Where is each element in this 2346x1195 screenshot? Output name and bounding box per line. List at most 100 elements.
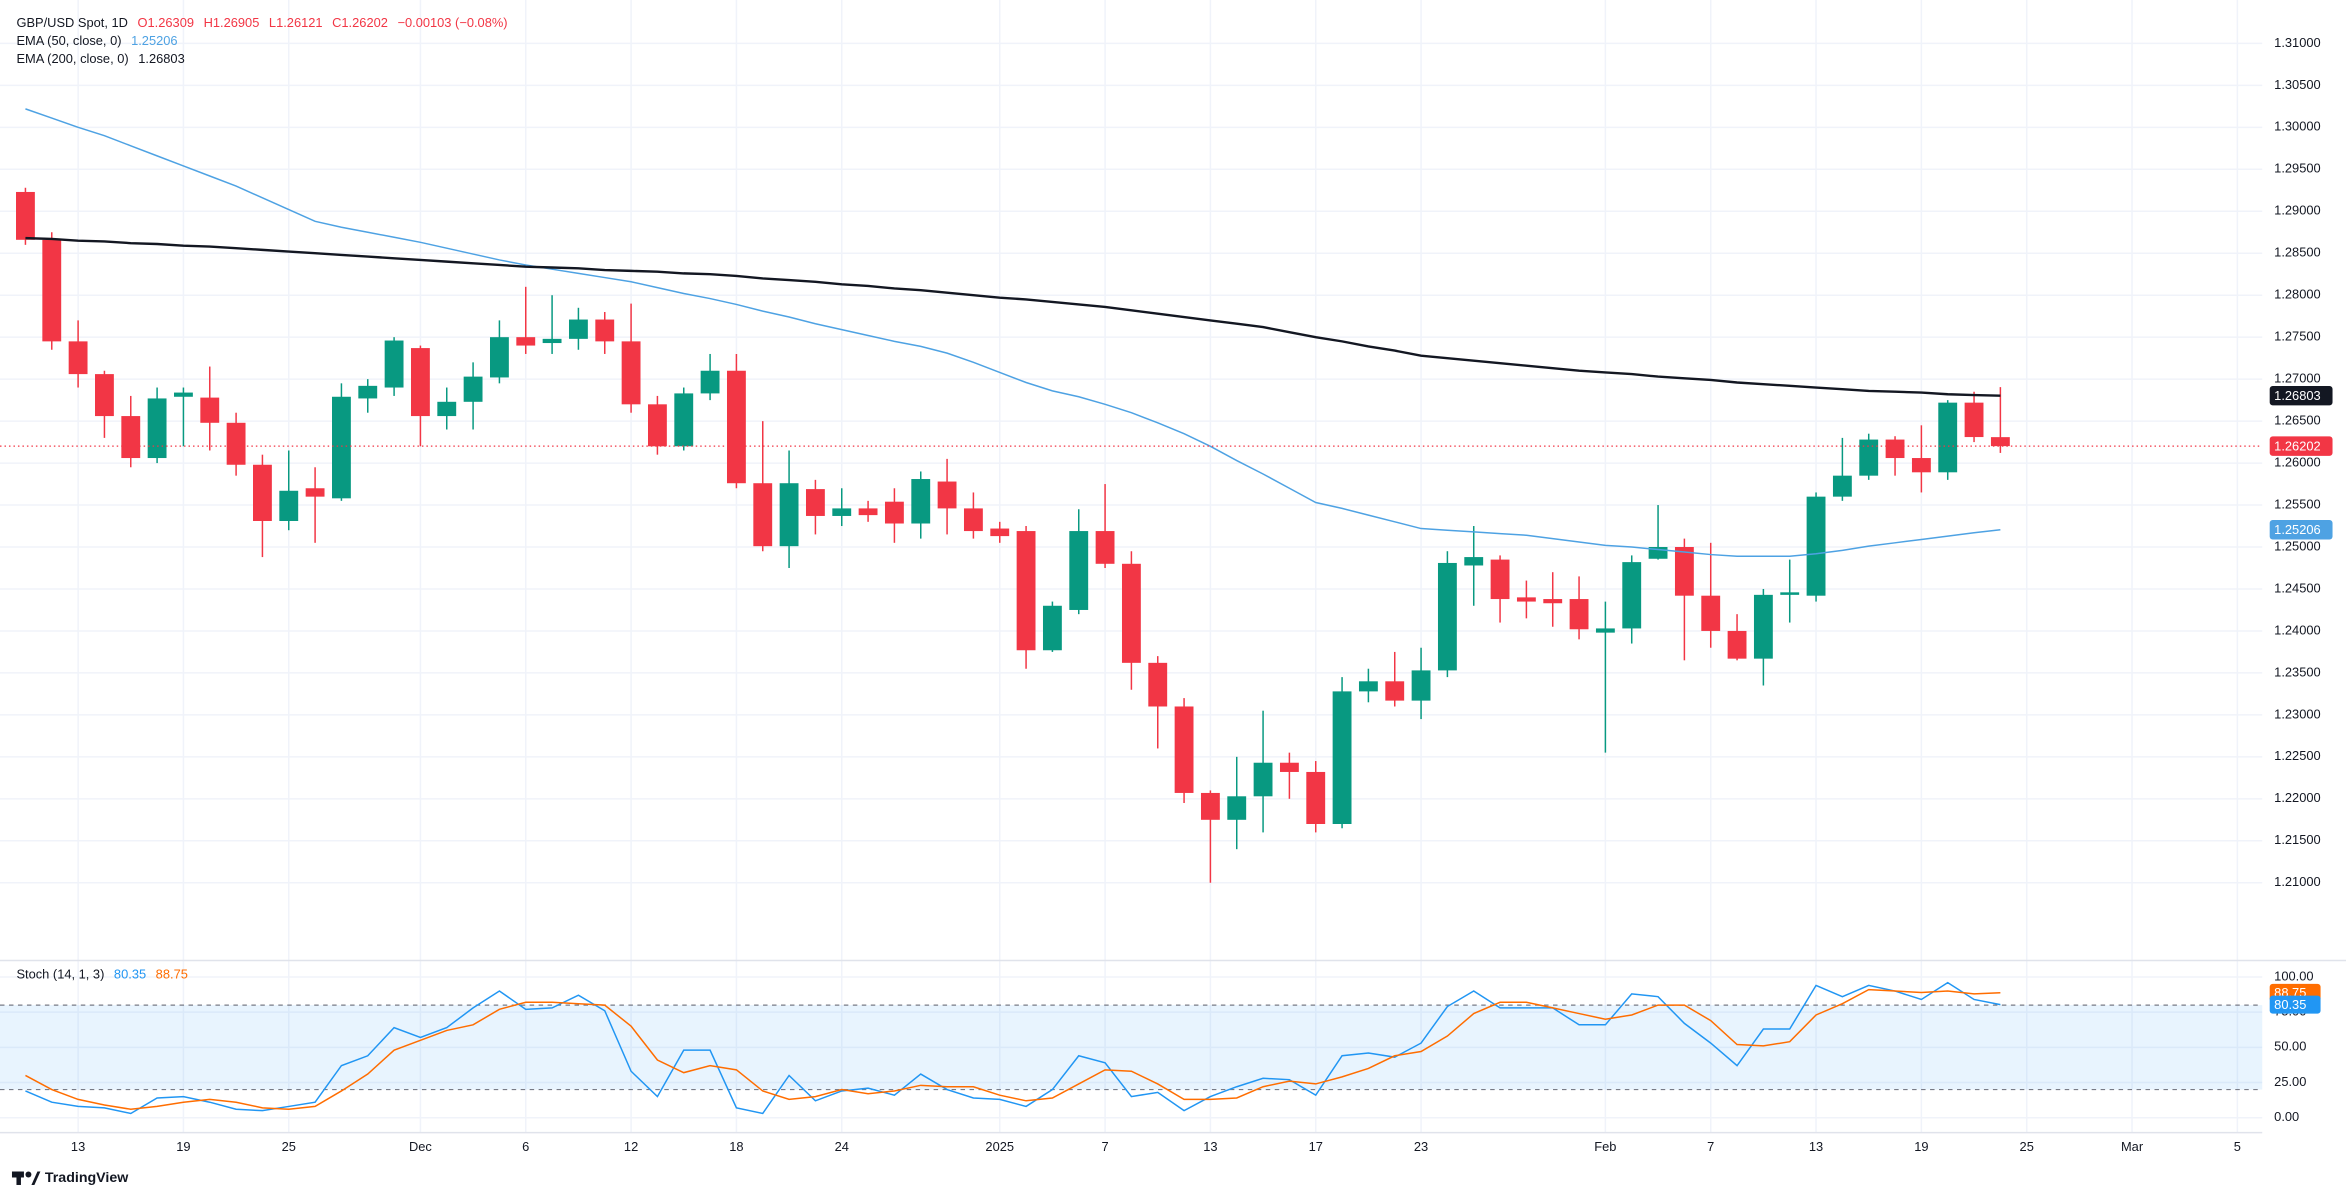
x-tick-label: 13 xyxy=(1809,1139,1823,1154)
candle-body xyxy=(1780,592,1800,595)
candle-body xyxy=(753,483,773,547)
candle-body xyxy=(332,396,351,499)
ema-line xyxy=(25,236,2001,397)
candle-body xyxy=(1622,562,1642,629)
x-tick-label: 25 xyxy=(2020,1139,2034,1154)
candle-body xyxy=(16,191,35,240)
open-value: O1.26309 xyxy=(138,15,194,30)
y-tick-label: 1.21500 xyxy=(2274,832,2320,847)
candle-body xyxy=(1358,681,1378,692)
candle-body xyxy=(516,337,536,346)
y-tick-label: 1.29500 xyxy=(2274,161,2320,176)
y-tick-label: 1.26500 xyxy=(2274,412,2320,427)
candle-body xyxy=(1411,670,1431,701)
symbol-title: GBP/USD Spot, 1D xyxy=(16,15,127,30)
x-tick-label: 2025 xyxy=(985,1139,1014,1154)
stoch-line xyxy=(25,988,2001,1111)
candle-body xyxy=(1095,531,1115,564)
high-value: H1.26905 xyxy=(204,15,260,30)
candle-body xyxy=(463,376,483,402)
y-tick-label: 1.28000 xyxy=(2274,287,2320,302)
candle-body xyxy=(1516,597,1536,602)
x-tick-label: Feb xyxy=(1594,1139,1616,1154)
logo-mark xyxy=(16,1171,21,1185)
y-tick-label: 1.31000 xyxy=(2274,35,2320,50)
x-tick-label: Dec xyxy=(409,1139,432,1154)
y-tick-label: 1.26000 xyxy=(2274,454,2320,469)
candle-body xyxy=(253,464,272,521)
logo: TradingView xyxy=(11,1170,129,1186)
candle-body xyxy=(1938,402,1958,473)
candle-body xyxy=(226,422,246,465)
candle-body xyxy=(542,338,562,344)
y-tick-label: 1.21000 xyxy=(2274,874,2320,889)
stoch-line xyxy=(25,981,2001,1115)
candle-body xyxy=(305,488,325,497)
candle-body xyxy=(1306,771,1326,824)
close-value: C1.26202 xyxy=(332,15,388,30)
candle-body xyxy=(674,393,694,447)
candle-body xyxy=(805,489,825,516)
y-tick-label: 1.30000 xyxy=(2274,119,2320,134)
x-tick-label: 24 xyxy=(835,1139,849,1154)
ema-line xyxy=(25,108,2001,557)
candle-body xyxy=(647,404,667,447)
y-tick-label: 1.25000 xyxy=(2274,538,2320,553)
candle-body xyxy=(1753,594,1773,659)
y-tick-label: 1.25500 xyxy=(2274,496,2320,511)
candle-body xyxy=(200,397,220,423)
x-tick-label: 7 xyxy=(1101,1139,1108,1154)
y-tick-label: 1.28500 xyxy=(2274,245,2320,260)
stoch-legend: Stoch (14, 1, 3) 80.35 88.75 xyxy=(16,967,187,982)
candle-body xyxy=(1911,458,1931,473)
candle-body xyxy=(1464,557,1484,566)
y-tick-label: 50.00 xyxy=(2274,1039,2306,1054)
candle-body xyxy=(1964,402,1984,438)
x-tick-label: 7 xyxy=(1707,1139,1714,1154)
ema-name: EMA (50, close, 0) xyxy=(16,33,121,48)
candle-body xyxy=(1595,628,1615,633)
candle-body xyxy=(937,481,957,509)
stoch-band xyxy=(0,1005,2263,1090)
price-badge xyxy=(2269,385,2333,406)
candle-body xyxy=(568,319,588,339)
candle-body xyxy=(1701,595,1721,631)
value-badge xyxy=(2269,995,2321,1014)
candle-body xyxy=(437,401,457,417)
x-tick-label: 18 xyxy=(729,1139,743,1154)
x-tick-label: 17 xyxy=(1309,1139,1323,1154)
y-tick-label: 1.24000 xyxy=(2274,622,2320,637)
stoch-d-value: 88.75 xyxy=(156,967,188,982)
y-tick-label: 1.22500 xyxy=(2274,748,2320,763)
candle-body xyxy=(595,319,615,342)
x-tick-label: Mar xyxy=(2121,1139,2144,1154)
candle-body xyxy=(68,341,88,375)
candle-body xyxy=(384,340,404,388)
candle-body xyxy=(95,374,114,417)
y-tick-label: 1.27500 xyxy=(2274,329,2320,344)
price-badge-label: 1.26803 xyxy=(2274,388,2320,403)
y-tick-label: 1.29000 xyxy=(2274,203,2320,218)
candle-body xyxy=(1859,439,1879,476)
change-value: −0.00103 (−0.08%) xyxy=(397,15,507,30)
candle-body xyxy=(700,370,720,394)
y-tick-label: 0.00 xyxy=(2274,1109,2299,1124)
candle-body xyxy=(1569,599,1589,630)
candle-body xyxy=(42,239,62,342)
y-tick-label: 25.00 xyxy=(2274,1074,2306,1089)
candle-body xyxy=(1279,762,1299,772)
x-tick-label: 6 xyxy=(522,1139,529,1154)
candle-body xyxy=(1332,691,1352,824)
candle-body xyxy=(1832,475,1852,497)
y-tick-label: 100.00 xyxy=(2274,968,2313,983)
price-badge-label: 1.26202 xyxy=(2274,438,2320,453)
candle-body xyxy=(832,508,852,516)
candle-body xyxy=(1069,531,1089,610)
x-tick-label: 5 xyxy=(2234,1139,2241,1154)
candle-body xyxy=(1227,796,1247,820)
ema-value: 1.25206 xyxy=(131,33,177,48)
x-tick-label: 25 xyxy=(282,1139,296,1154)
candle-body xyxy=(1042,605,1062,651)
